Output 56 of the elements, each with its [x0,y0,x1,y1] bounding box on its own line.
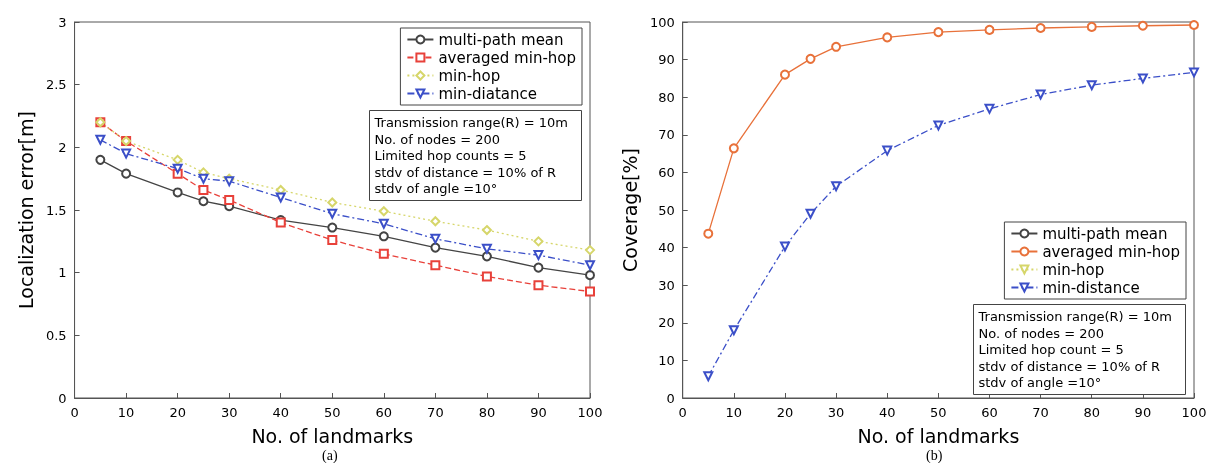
y-axis-title: Coverage[%] [618,148,641,272]
y-tick-label: 80 [658,89,675,105]
annotation: Transmission range(R) = 10m No. of nodes = 200 Limited hop counts = 5 stdv of distance = 10% of R stdv of angle =10° [373,115,568,197]
legend-label: averaged min-hop [1042,242,1181,261]
x-tick-label: 10 [117,405,135,420]
x-tick-label: 30 [827,405,845,420]
y-tick-label: 90 [658,52,675,68]
text: (a) [322,447,338,463]
legend-label: multi-path mean [1042,224,1168,243]
y-tick-label: 70 [658,127,675,143]
x-tick-label: 80 [478,405,496,420]
y-tick-label: 1 [58,265,67,281]
x-tick-label: 40 [878,405,896,420]
legend-label: min-hop [1042,260,1105,279]
y-tick-label: 10 [658,352,675,368]
legend-label: min-distance [1042,278,1140,297]
x-tick-label: 60 [981,405,998,420]
x-tick-label: 100 [577,405,603,420]
x-tick-label: 40 [272,405,290,420]
x-tick-label: 30 [220,405,238,420]
x-tick-label: 50 [324,405,341,420]
annotation: Transmission range(R) = 10m No. of nodes = 200 Limited hop count = 5 stdv of distance = 10% of R stdv of angle =10° [977,309,1172,391]
x-tick-label: 100 [1181,405,1207,420]
y-tick-label: 40 [658,240,675,256]
y-tick-label: 3 [58,14,67,30]
x-tick-label: 60 [375,405,393,420]
y-tick-label: 100 [649,14,675,30]
y-tick-label: 0.5 [45,327,67,343]
text: (b) [926,447,943,463]
y-tick-label: 0 [58,390,67,406]
y-axis-title: Localization error[m] [14,111,37,309]
y-tick-label: 1.5 [45,202,67,218]
legend-label: min-diatance [438,84,538,103]
y-tick-label: 0 [666,390,675,406]
x-tick-label: 70 [427,405,444,420]
x-tick-label: 0 [678,405,687,420]
x-tick-label: 90 [1134,405,1152,420]
y-tick-label: 50 [658,202,675,218]
x-tick-label: 0 [70,405,79,420]
y-tick-label: 20 [658,315,675,331]
x-tick-label: 80 [1083,405,1101,420]
y-tick-label: 30 [658,277,675,293]
x-tick-label: 70 [1032,405,1049,420]
x-tick-label: 10 [725,405,743,420]
legend-label: min-hop [438,66,501,85]
x-axis-title: No. of landmarks [251,424,414,447]
x-tick-label: 20 [776,405,794,420]
x-tick-label: 90 [530,405,547,420]
x-tick-label: 50 [930,405,947,420]
y-tick-label: 2 [58,139,67,155]
y-tick-label: 60 [658,164,675,180]
legend-label: averaged min-hop [438,48,577,67]
x-axis-title: No. of landmarks [857,424,1020,447]
y-tick-label: 2.5 [45,77,67,93]
x-tick-label: 20 [169,405,186,420]
legend-label: multi-path mean [438,30,564,49]
